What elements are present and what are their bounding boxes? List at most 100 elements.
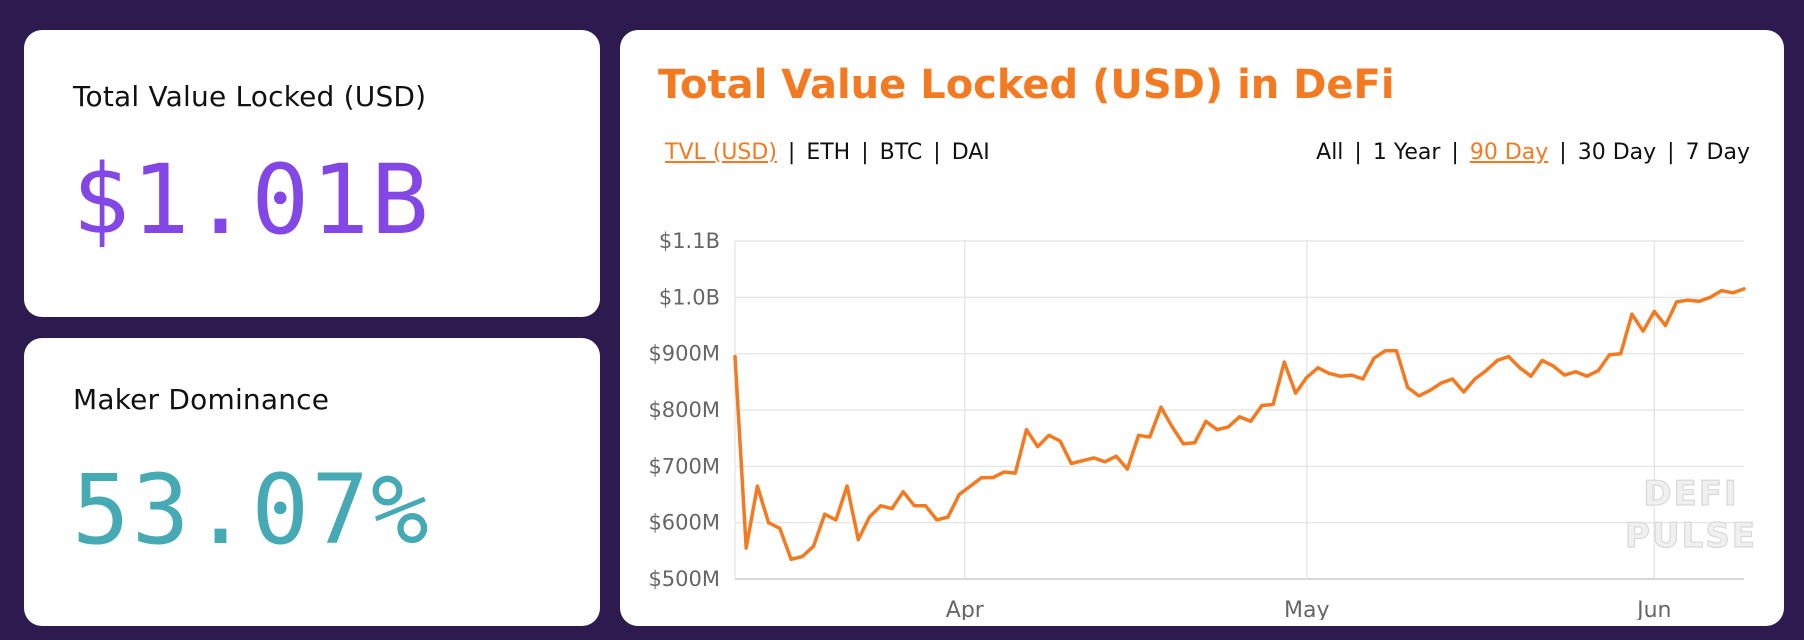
data-point [879, 504, 883, 508]
data-point [789, 557, 793, 561]
range-all[interactable]: All [1316, 140, 1344, 165]
data-point [1080, 459, 1085, 463]
data-point [1047, 433, 1051, 437]
data-point [1540, 358, 1544, 362]
maker-dominance-value: 53.07% [72, 454, 431, 566]
data-point [1675, 300, 1679, 304]
data-point [1002, 470, 1006, 474]
data-point [957, 492, 961, 497]
data-point [1137, 433, 1141, 437]
x-tick-label: Jun [1635, 598, 1671, 620]
data-point [991, 476, 995, 480]
data-point [1663, 323, 1668, 328]
x-tick-label: May [1284, 598, 1329, 620]
tab-dai[interactable]: DAI [951, 140, 990, 165]
range-90-day[interactable]: 90 Day [1469, 140, 1549, 165]
data-point [980, 476, 984, 480]
y-tick-label: $500M [648, 567, 720, 591]
data-point [1372, 356, 1376, 360]
tvl-series-line [733, 287, 1746, 562]
data-point [800, 554, 804, 559]
y-tick-label: $900M [648, 342, 720, 366]
data-point [1630, 312, 1634, 316]
tvl-line-chart: $500M $600M $700M $800M $900M $1.0B $1.1B Apr M… [648, 229, 1757, 620]
data-point [1092, 456, 1096, 460]
data-point [1731, 291, 1735, 295]
data-point [1652, 309, 1656, 313]
data-point [1338, 374, 1342, 378]
data-point [1237, 415, 1242, 419]
data-point [778, 526, 782, 530]
data-point [1574, 370, 1578, 374]
data-point [1641, 329, 1645, 333]
data-point [1686, 298, 1690, 302]
data-point [1282, 360, 1286, 364]
data-point [811, 544, 816, 548]
data-point [1428, 388, 1432, 392]
data-point [968, 484, 972, 488]
range-1-year[interactable]: 1 Year [1372, 140, 1441, 165]
data-point [935, 518, 939, 522]
data-point [901, 490, 905, 494]
data-point [1619, 352, 1623, 356]
tab-tvl-usd[interactable]: TVL (USD) [665, 140, 777, 165]
data-point [1742, 287, 1746, 291]
data-point [1103, 460, 1107, 464]
metric-toggle-group: TVL (USD) | ETH | BTC | DAI [665, 140, 990, 165]
separator: | [787, 140, 796, 165]
data-point [1417, 394, 1421, 398]
separator: | [861, 140, 869, 165]
tab-eth[interactable]: ETH [806, 140, 851, 165]
data-point [1036, 445, 1040, 449]
data-point [1462, 390, 1466, 394]
data-point [1215, 428, 1219, 432]
separator: | [1667, 140, 1675, 165]
data-point [856, 538, 860, 542]
tab-btc[interactable]: BTC [879, 140, 923, 165]
data-point [1327, 371, 1331, 375]
data-point [1350, 373, 1354, 377]
data-point [1204, 419, 1208, 423]
data-point [1316, 366, 1320, 370]
data-point [1406, 385, 1410, 390]
data-point [1294, 391, 1298, 395]
data-point [733, 354, 737, 359]
data-point [890, 507, 894, 511]
tvl-stat-label: Total Value Locked (USD) [73, 80, 427, 113]
tvl-chart-card: Total Value Locked (USD) in DeFi TVL (US… [620, 30, 1784, 626]
data-point [1226, 425, 1230, 429]
range-7-day[interactable]: 7 Day [1685, 140, 1750, 165]
data-point [1170, 425, 1174, 429]
separator: | [1354, 140, 1362, 165]
tvl-stat-card: Total Value Locked (USD) $1.01B [24, 30, 600, 317]
data-point [1024, 428, 1029, 432]
data-point [1058, 439, 1062, 443]
maker-dominance-label: Maker Dominance [73, 383, 330, 416]
y-tick-label: $1.1B [659, 229, 720, 253]
y-tick-label: $1.0B [659, 285, 720, 309]
data-point [946, 515, 950, 519]
data-point [1439, 381, 1443, 385]
data-point [823, 512, 827, 516]
y-tick-label: $600M [648, 511, 720, 535]
separator: | [933, 140, 941, 165]
data-point [1551, 364, 1555, 368]
data-point [1361, 377, 1365, 381]
watermark-pulse: PULSE [1625, 516, 1757, 556]
data-point [1260, 403, 1264, 408]
data-point [1473, 377, 1477, 381]
data-point [1125, 467, 1129, 471]
data-point [834, 518, 838, 522]
data-point [1529, 374, 1533, 378]
data-point [1450, 377, 1455, 381]
data-point [1720, 289, 1724, 293]
range-30-day[interactable]: 30 Day [1577, 140, 1657, 165]
data-point [1013, 471, 1017, 475]
data-point [867, 515, 872, 519]
x-tick-label: Apr [946, 598, 985, 620]
data-point [744, 546, 748, 550]
data-point [1697, 299, 1701, 303]
data-point [1563, 373, 1567, 377]
data-point [1596, 369, 1600, 373]
tvl-stat-value: $1.01B [72, 144, 431, 256]
